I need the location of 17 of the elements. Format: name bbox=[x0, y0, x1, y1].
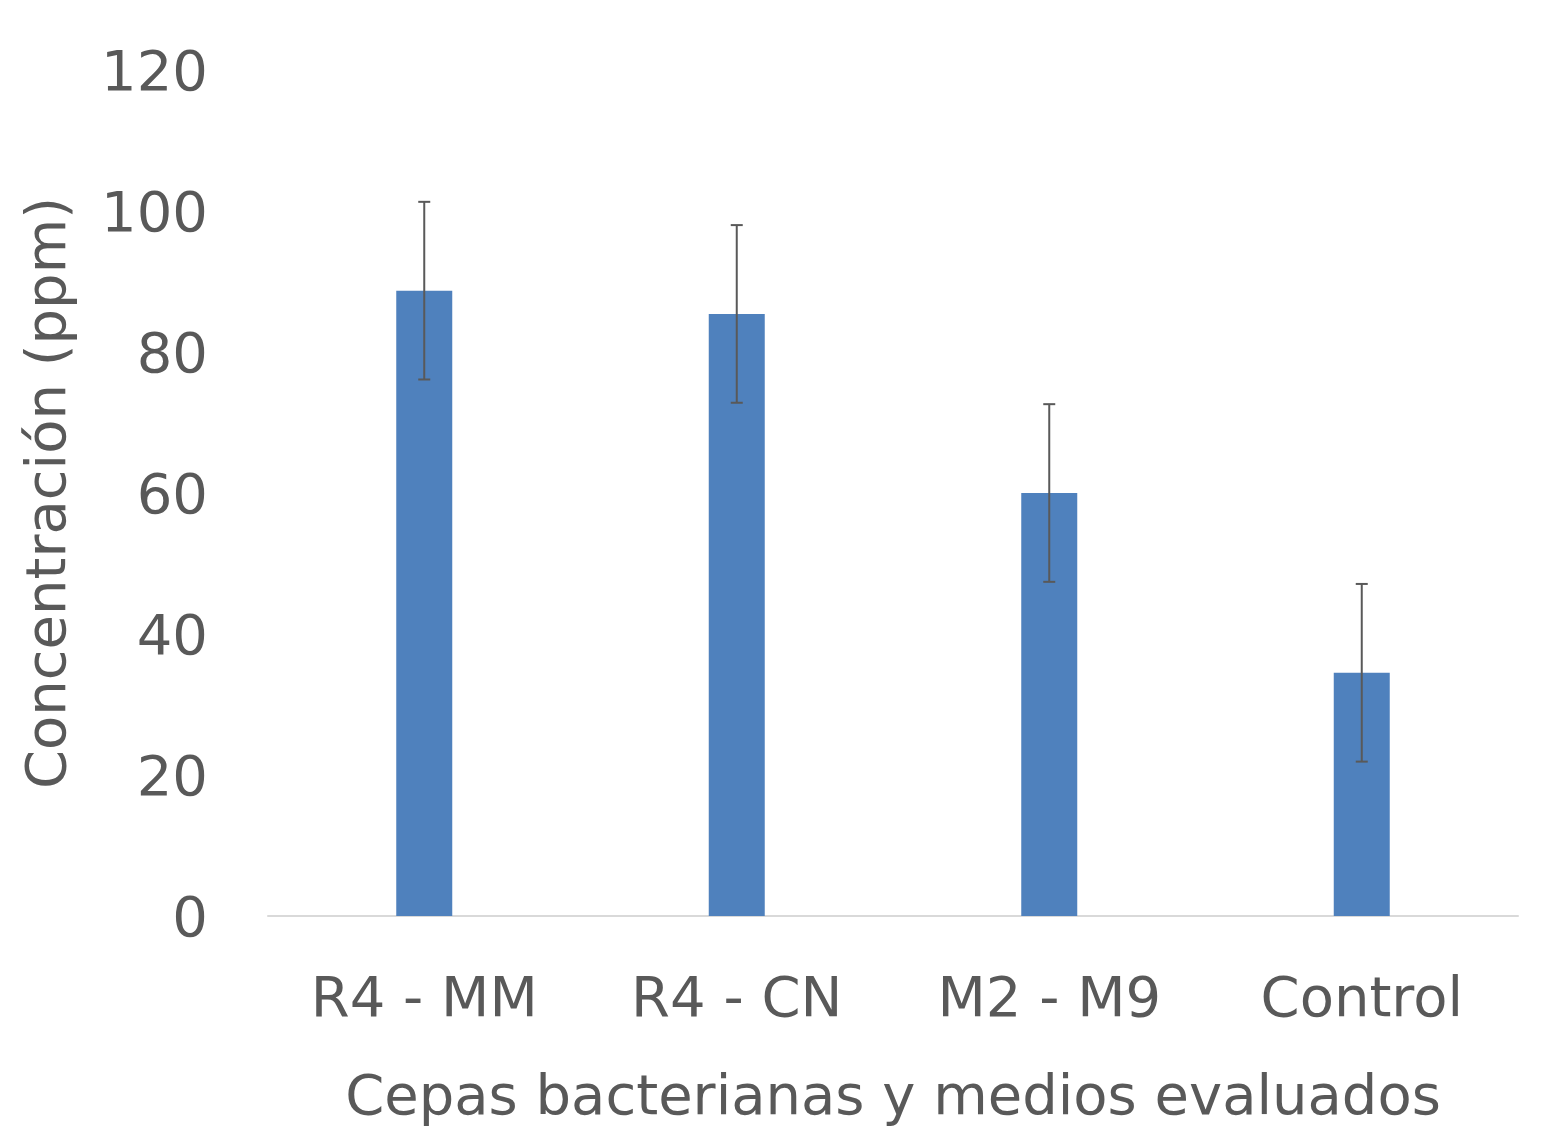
y-axis-title: Concentración (ppm) bbox=[12, 196, 78, 790]
y-tick-label: 20 bbox=[136, 742, 208, 808]
x-tick-label: M2 - M9 bbox=[937, 963, 1162, 1029]
x-tick-label: R4 - CN bbox=[631, 963, 843, 1029]
y-tick-label: 60 bbox=[136, 460, 208, 526]
x-tick-label: Control bbox=[1260, 963, 1463, 1029]
bar bbox=[1333, 672, 1390, 916]
bar bbox=[396, 290, 453, 916]
bar bbox=[708, 313, 765, 916]
bar bbox=[1021, 493, 1078, 916]
y-tick-label: 80 bbox=[136, 319, 208, 385]
y-tick-label: 120 bbox=[101, 37, 208, 103]
y-tick-label: 0 bbox=[172, 883, 208, 949]
y-tick-label: 40 bbox=[136, 601, 208, 667]
x-tick-label: R4 - MM bbox=[310, 963, 538, 1029]
x-axis-title: Cepas bacterianas y medios evaluados bbox=[345, 1061, 1441, 1127]
y-tick-label: 100 bbox=[101, 178, 208, 244]
